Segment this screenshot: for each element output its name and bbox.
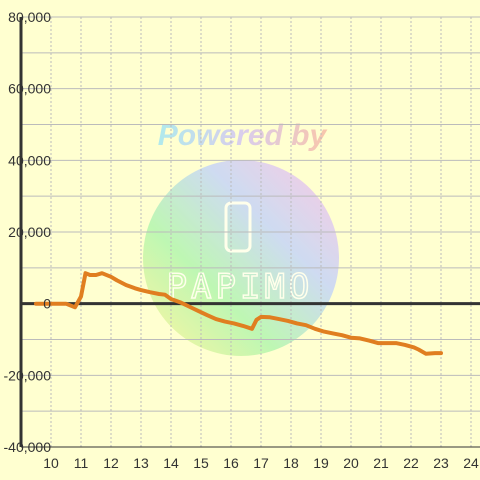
x-tick-label: 17 bbox=[253, 455, 269, 471]
series-layer bbox=[34, 271, 443, 356]
y-tick-label: 40,000 bbox=[8, 152, 51, 168]
x-tick-label: 19 bbox=[313, 455, 329, 471]
x-tick-label: 14 bbox=[163, 455, 179, 471]
watermark-text: Powered by bbox=[158, 119, 328, 152]
x-tick-label: 18 bbox=[283, 455, 299, 471]
y-tick-label: 0 bbox=[43, 296, 51, 312]
y-tick-labels: -40,000 -20,000 0 20,000 40,000 60,000 80,000 bbox=[4, 9, 52, 455]
x-tick-label: 11 bbox=[74, 455, 89, 471]
x-tick-label: 21 bbox=[373, 455, 389, 471]
x-tick-label: 22 bbox=[403, 455, 419, 471]
watermark-phone-icon bbox=[224, 201, 252, 253]
watermark-logo: PAPIMO bbox=[167, 267, 314, 307]
y-tick-label: -40,000 bbox=[4, 439, 52, 455]
x-tick-label: 10 bbox=[43, 455, 59, 471]
y-tick-label: 20,000 bbox=[8, 224, 51, 240]
x-tick-label: 24 bbox=[463, 455, 479, 471]
y-tick-label: 60,000 bbox=[8, 81, 51, 97]
x-tick-label: 23 bbox=[433, 455, 449, 471]
x-tick-label: 13 bbox=[133, 455, 149, 471]
y-tick-label: 80,000 bbox=[8, 9, 51, 25]
axes bbox=[19, 17, 480, 448]
x-tick-label: 15 bbox=[193, 455, 209, 471]
x-tick-label: 12 bbox=[103, 455, 119, 471]
series-line bbox=[34, 271, 443, 356]
x-tick-label: 16 bbox=[223, 455, 239, 471]
x-tick-label: 20 bbox=[343, 455, 359, 471]
y-tick-label: -20,000 bbox=[4, 367, 52, 383]
x-tick-labels: 10 11 12 13 14 15 16 17 18 19 20 21 22 23 24 bbox=[43, 455, 479, 471]
